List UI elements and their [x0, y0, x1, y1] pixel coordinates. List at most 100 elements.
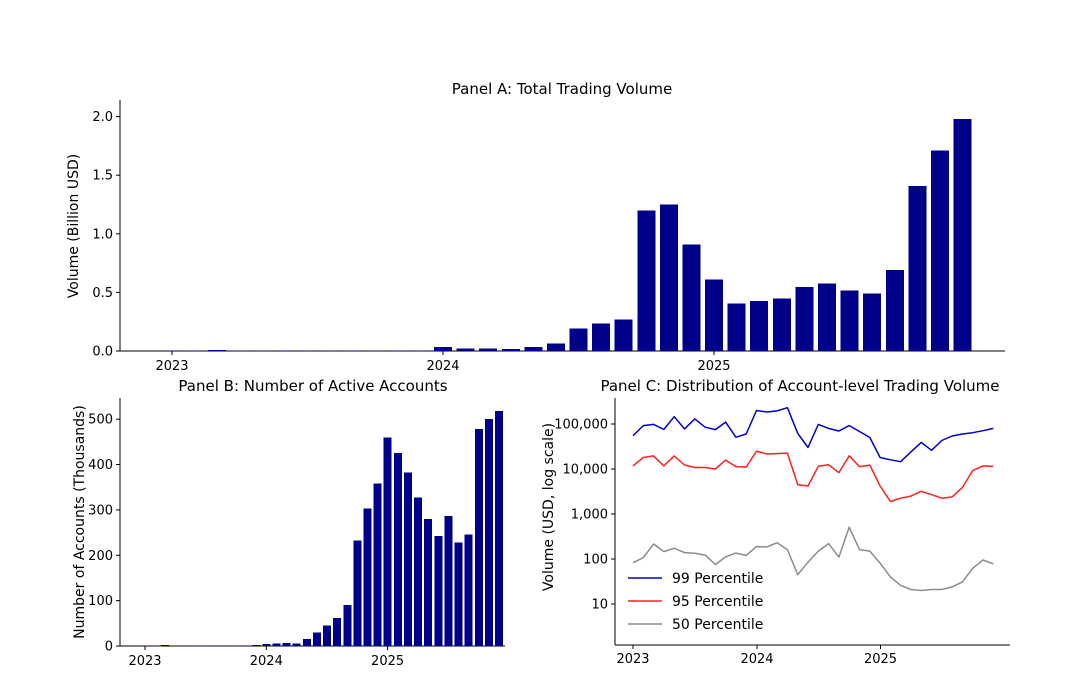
- bar: [484, 419, 493, 646]
- x-tick-label: 2024: [426, 359, 459, 374]
- bar: [201, 645, 210, 646]
- y-tick-label: 500: [88, 413, 113, 428]
- bar: [569, 328, 588, 351]
- bar: [592, 323, 611, 351]
- bar: [282, 642, 291, 646]
- panel-b-title: Panel B: Number of Active Accounts: [178, 377, 448, 395]
- bar: [363, 508, 372, 646]
- bar: [221, 645, 230, 646]
- bar: [930, 150, 949, 351]
- y-tick-label: 300: [88, 503, 113, 518]
- bar: [772, 298, 791, 351]
- bar: [546, 343, 565, 351]
- bar: [343, 605, 352, 646]
- bar: [232, 645, 241, 646]
- bar: [292, 643, 301, 646]
- bar: [885, 270, 904, 351]
- y-tick-label: 0.0: [92, 345, 113, 360]
- x-tick-label: 2023: [128, 654, 161, 669]
- bar: [414, 497, 423, 646]
- bar: [840, 290, 859, 351]
- bar: [403, 472, 412, 646]
- bar: [524, 346, 543, 351]
- x-tick-label: 2023: [616, 652, 649, 667]
- panel-c-plot: 10 100 1,000 10,000 100,000 2023 2024 2025 99 Pe…: [554, 398, 1010, 667]
- y-tick-label: 10: [591, 598, 608, 613]
- bar: [262, 644, 271, 646]
- bar: [312, 632, 321, 646]
- legend: 99 Percentile 95 Percentile 50 Percentile: [628, 571, 763, 633]
- bar: [208, 350, 227, 351]
- y-tick-label: 100,000: [554, 418, 608, 433]
- bar: [211, 645, 220, 646]
- series-line: [632, 526, 994, 592]
- bar: [456, 348, 475, 351]
- y-tick-label: 100: [583, 553, 608, 568]
- bar: [230, 350, 249, 351]
- y-tick-label: 100: [88, 594, 113, 609]
- y-tick-label: 1.5: [92, 169, 113, 184]
- bar: [411, 350, 430, 351]
- bar: [908, 185, 927, 351]
- bar: [474, 429, 483, 646]
- x-tick-label: 2023: [155, 359, 188, 374]
- bar: [141, 645, 149, 646]
- bar: [161, 645, 170, 646]
- bar: [434, 347, 453, 351]
- bar: [343, 350, 362, 351]
- legend-label: 99 Percentile: [672, 571, 763, 587]
- bar: [659, 204, 678, 351]
- y-tick-label: 2.0: [92, 110, 113, 125]
- bar: [393, 453, 402, 646]
- y-tick-label: 400: [88, 458, 113, 473]
- bar: [424, 518, 433, 646]
- bar: [253, 350, 272, 351]
- bar: [750, 301, 769, 351]
- bar: [705, 279, 724, 351]
- y-tick-label: 0.5: [92, 286, 113, 301]
- legend-label: 50 Percentile: [672, 617, 763, 633]
- bar: [163, 350, 181, 351]
- bar: [388, 350, 407, 351]
- series-line: [632, 450, 994, 503]
- panel-b-plot: 0 100 200 300 400 500 2023 2024 2025: [88, 398, 505, 669]
- bar: [953, 118, 972, 351]
- bar: [817, 283, 836, 351]
- bar: [366, 350, 385, 351]
- bar: [383, 437, 392, 646]
- y-tick-label: 0: [105, 640, 113, 655]
- bar: [275, 350, 294, 351]
- x-tick-label: 2025: [371, 654, 404, 669]
- bar: [795, 287, 814, 351]
- bar: [171, 645, 180, 646]
- panel-a-title: Panel A: Total Trading Volume: [451, 80, 673, 98]
- bar: [454, 542, 463, 646]
- x-tick-label: 2024: [250, 654, 283, 669]
- y-tick-label: 200: [88, 549, 113, 564]
- bar: [494, 411, 503, 646]
- bar: [242, 645, 251, 646]
- bar: [444, 515, 453, 646]
- y-tick-label: 1,000: [571, 508, 608, 523]
- bar: [191, 645, 200, 646]
- series-line: [632, 406, 994, 463]
- bar: [637, 210, 656, 351]
- bar: [464, 534, 473, 646]
- bar: [272, 643, 281, 646]
- bar: [479, 348, 498, 351]
- x-tick-label: 2024: [740, 652, 773, 667]
- bar: [434, 536, 443, 646]
- legend-label: 95 Percentile: [672, 594, 763, 610]
- y-tick-label: 10,000: [563, 463, 609, 478]
- x-tick-label: 2025: [864, 652, 897, 667]
- bar: [298, 350, 317, 351]
- bar: [323, 625, 332, 646]
- bar: [151, 645, 160, 646]
- y-tick-label: 1.0: [92, 227, 113, 242]
- bar: [727, 303, 746, 351]
- bar: [863, 293, 882, 351]
- bar: [302, 639, 311, 646]
- bar: [501, 349, 520, 351]
- bar: [353, 540, 362, 646]
